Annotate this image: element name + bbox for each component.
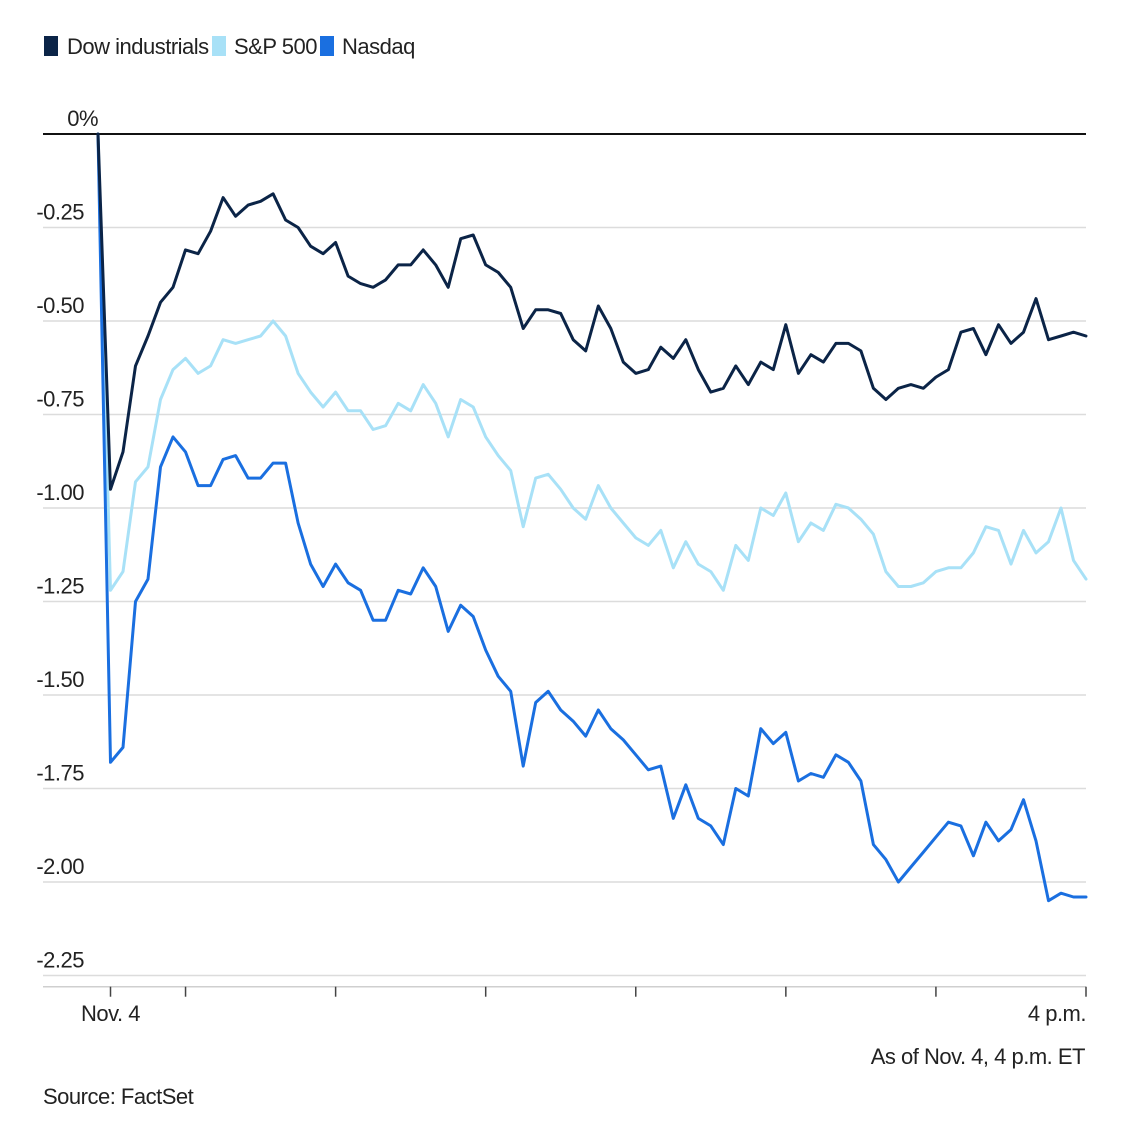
y-tick-label: -0.75 [36, 387, 84, 412]
source-note: Source: FactSet [43, 1084, 194, 1109]
legend-item-sp500: S&P 500 [212, 34, 318, 59]
legend: Dow industrials S&P 500 Nasdaq [44, 34, 415, 59]
y-tick-label: 0% [67, 106, 98, 131]
y-tick-label: -1.00 [36, 480, 84, 505]
y-tick-label: -1.50 [36, 667, 84, 692]
y-tick-label: -0.50 [36, 293, 84, 318]
legend-swatch-nasdaq [320, 36, 334, 56]
x-axis: Nov. 4 4 p.m. [43, 985, 1087, 1026]
y-tick-label: -2.25 [36, 948, 84, 973]
series-line-nasdaq [96, 132, 1088, 903]
legend-swatch-dow [44, 36, 58, 56]
as-of-note: As of Nov. 4, 4 p.m. ET [871, 1044, 1085, 1069]
y-tick-label: -1.75 [36, 761, 84, 786]
x-tick-label: 4 p.m. [1028, 1001, 1086, 1026]
y-tick-label: -2.00 [36, 854, 84, 879]
y-tick-label: -1.25 [36, 574, 84, 599]
legend-swatch-sp500 [212, 36, 226, 56]
legend-label-sp500: S&P 500 [234, 34, 317, 59]
legend-label-dow: Dow industrials [67, 34, 209, 59]
series-line-s-p-500 [96, 132, 1088, 592]
series-line-dow-industrials [96, 132, 1088, 491]
legend-item-dow: Dow industrials [44, 34, 210, 59]
x-tick-label: Nov. 4 [81, 1001, 140, 1026]
y-tick-label: -0.25 [36, 200, 84, 225]
series-lines [96, 132, 1088, 903]
y-axis-labels: 0% -0.25 -0.50 -0.75 -1.00 -1.25 -1.50 -1.75 -2.… [36, 106, 98, 973]
legend-label-nasdaq: Nasdaq [342, 34, 415, 59]
legend-item-nasdaq: Nasdaq [320, 34, 415, 59]
